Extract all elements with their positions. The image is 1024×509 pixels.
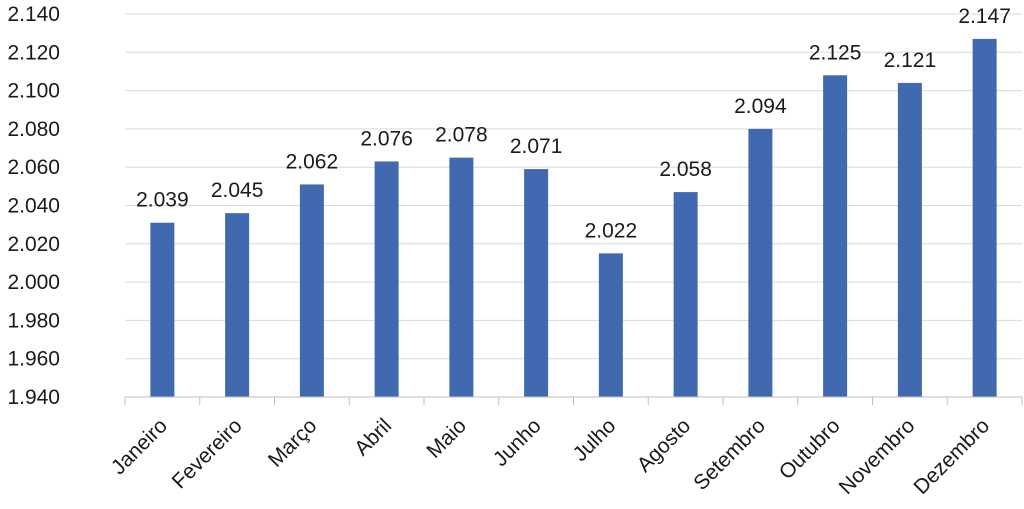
gridlines xyxy=(125,13,1022,360)
y-tick-label: 2.060 xyxy=(7,156,60,179)
data-label: 2.094 xyxy=(734,95,787,118)
y-tick-label: 2.040 xyxy=(7,195,60,218)
y-axis-ticks: 1.940 1.960 1.980 2.000 2.020 2.040 2.060 2.080… xyxy=(7,3,60,409)
x-tick-label: Dezembro xyxy=(909,414,994,499)
x-tick-label: Janeiro xyxy=(107,414,172,479)
data-label: 2.147 xyxy=(958,5,1011,28)
data-label: 2.076 xyxy=(360,127,413,150)
x-tick-label: Junho xyxy=(489,414,546,471)
data-label: 2.039 xyxy=(136,189,189,212)
x-tick-label: Abril xyxy=(350,414,396,460)
bar xyxy=(673,192,698,397)
y-tick-label: 1.980 xyxy=(7,309,60,332)
data-label: 2.071 xyxy=(510,135,563,158)
data-label: 2.121 xyxy=(884,49,937,72)
data-label: 2.062 xyxy=(286,150,339,173)
x-tick-label: Outubro xyxy=(775,414,845,484)
x-tick-label: Agosto xyxy=(633,414,696,477)
bar xyxy=(598,253,623,397)
bar xyxy=(823,75,848,397)
y-tick-label: 2.140 xyxy=(7,3,60,26)
x-tick-label: Julho xyxy=(569,414,621,466)
bar xyxy=(374,161,399,397)
data-label: 2.045 xyxy=(211,179,264,202)
x-tick-label: Fevereiro xyxy=(168,414,247,493)
y-tick-label: 1.940 xyxy=(7,386,60,409)
bar xyxy=(299,184,324,397)
data-labels: 2.039 2.045 2.062 2.076 2.078 2.071 2.022 2.058… xyxy=(136,5,1011,242)
x-tick-label: Março xyxy=(264,414,322,472)
data-label: 2.058 xyxy=(659,158,712,181)
y-tick-label: 2.100 xyxy=(7,80,60,103)
y-tick-label: 2.020 xyxy=(7,233,60,256)
y-tick-label: 1.960 xyxy=(7,348,60,371)
data-label: 2.078 xyxy=(435,124,488,147)
bar xyxy=(150,222,175,397)
bar xyxy=(449,157,474,397)
x-tick-label: Novembro xyxy=(835,414,920,499)
data-label: 2.125 xyxy=(809,41,862,64)
bar xyxy=(748,128,773,397)
y-tick-label: 2.120 xyxy=(7,41,60,64)
bars xyxy=(150,38,997,398)
x-tick-label: Setembro xyxy=(689,414,770,495)
x-tick-label: Maio xyxy=(422,414,470,462)
y-tick-label: 2.000 xyxy=(7,271,60,294)
data-label: 2.022 xyxy=(585,219,638,242)
bar xyxy=(524,169,549,397)
bar xyxy=(225,213,250,397)
y-tick-label: 2.080 xyxy=(7,118,60,141)
bar xyxy=(897,82,922,397)
bar xyxy=(972,38,997,398)
